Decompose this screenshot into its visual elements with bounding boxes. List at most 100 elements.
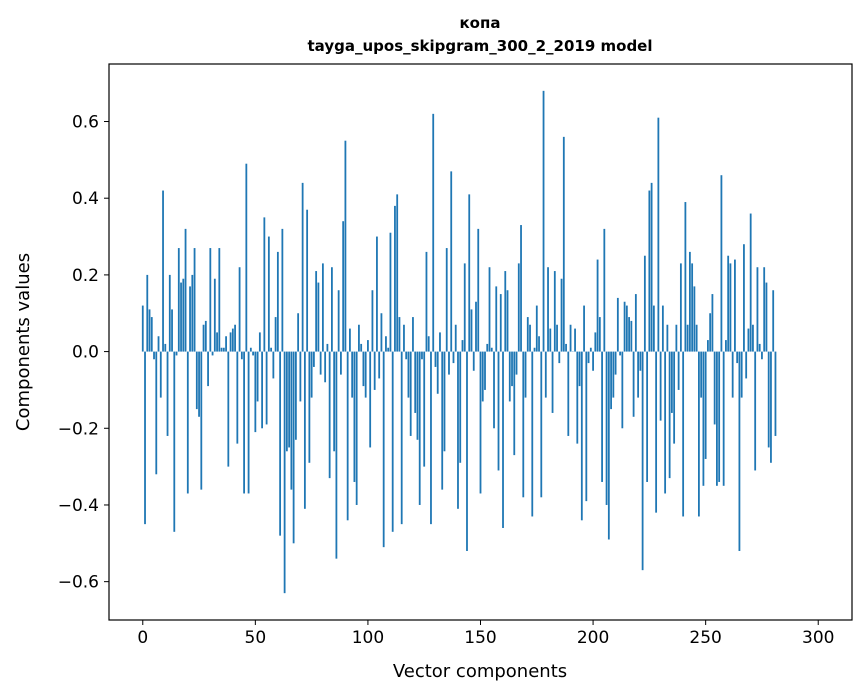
bar	[423, 351, 426, 467]
bar	[333, 351, 336, 452]
bar	[267, 236, 270, 352]
bar	[592, 351, 594, 371]
bar	[294, 351, 297, 440]
bar	[317, 282, 320, 352]
bar	[695, 324, 698, 352]
bar	[616, 297, 619, 352]
bar	[634, 294, 637, 352]
bar	[720, 175, 723, 352]
bar	[558, 351, 561, 364]
bar	[186, 351, 189, 494]
bar	[198, 351, 200, 417]
bar	[511, 351, 513, 387]
bar	[274, 317, 277, 352]
bar	[774, 351, 777, 436]
bar	[281, 228, 284, 352]
bar	[700, 351, 703, 398]
bar	[204, 320, 207, 352]
bar	[396, 194, 399, 352]
bar	[625, 305, 628, 352]
bar	[265, 351, 268, 425]
bar	[279, 351, 282, 536]
bar	[770, 351, 772, 463]
bar-series	[141, 90, 777, 594]
bar	[722, 351, 725, 486]
bar	[367, 340, 369, 352]
bar	[391, 351, 394, 532]
bar	[288, 351, 291, 448]
bar	[346, 351, 349, 521]
bar	[430, 351, 432, 525]
bar	[598, 317, 601, 352]
bar	[556, 324, 558, 352]
bar	[758, 343, 761, 352]
bar	[567, 351, 570, 436]
y-tick-label: 0.0	[72, 343, 99, 363]
bar	[520, 225, 522, 352]
bar	[321, 263, 324, 352]
bar	[373, 351, 376, 390]
bar	[542, 90, 545, 352]
bar	[740, 351, 743, 398]
bar	[344, 140, 347, 352]
bar	[400, 351, 403, 525]
bar	[166, 351, 169, 436]
bar	[243, 351, 245, 494]
bar	[362, 351, 365, 387]
bar	[481, 351, 484, 402]
bar	[157, 336, 160, 352]
bar	[688, 251, 691, 352]
bar	[200, 351, 203, 490]
bar	[164, 343, 167, 352]
bar	[227, 351, 230, 467]
bar	[209, 248, 212, 352]
bar	[177, 248, 180, 352]
bar	[508, 351, 511, 402]
bar	[159, 351, 162, 398]
bar	[175, 351, 178, 356]
y-tick-label: −0.6	[58, 573, 99, 593]
bar	[677, 351, 680, 390]
bar	[664, 351, 667, 494]
bar	[619, 351, 621, 356]
bar	[524, 351, 527, 398]
bar	[560, 278, 563, 352]
bar	[461, 340, 464, 352]
bar	[493, 351, 495, 429]
bar	[376, 236, 378, 352]
bar	[195, 351, 198, 410]
bar	[328, 351, 331, 479]
bar	[639, 351, 642, 371]
bar	[565, 343, 567, 352]
bar	[562, 136, 565, 352]
bar	[693, 286, 696, 352]
bar	[767, 351, 770, 448]
bar	[497, 351, 500, 471]
x-tick-label: 0	[137, 628, 148, 648]
bar	[506, 290, 509, 352]
bar	[576, 351, 579, 444]
bar	[490, 347, 493, 352]
bar	[432, 113, 435, 352]
bar	[679, 263, 682, 352]
bar	[466, 351, 468, 551]
y-tick-label: −0.4	[58, 496, 99, 516]
bar	[686, 324, 689, 352]
bar	[171, 309, 173, 352]
bar	[477, 228, 480, 352]
bar	[418, 351, 421, 505]
bar	[389, 232, 392, 352]
bar	[144, 351, 146, 525]
bar	[303, 351, 306, 509]
bar	[148, 309, 151, 352]
bar	[407, 351, 410, 398]
bar	[324, 351, 327, 383]
bar	[173, 351, 176, 532]
bar	[371, 290, 374, 352]
bar	[628, 317, 630, 352]
bar	[502, 351, 504, 528]
bar	[515, 351, 518, 375]
bar	[184, 228, 187, 352]
bar	[141, 305, 144, 352]
bar	[761, 351, 763, 360]
